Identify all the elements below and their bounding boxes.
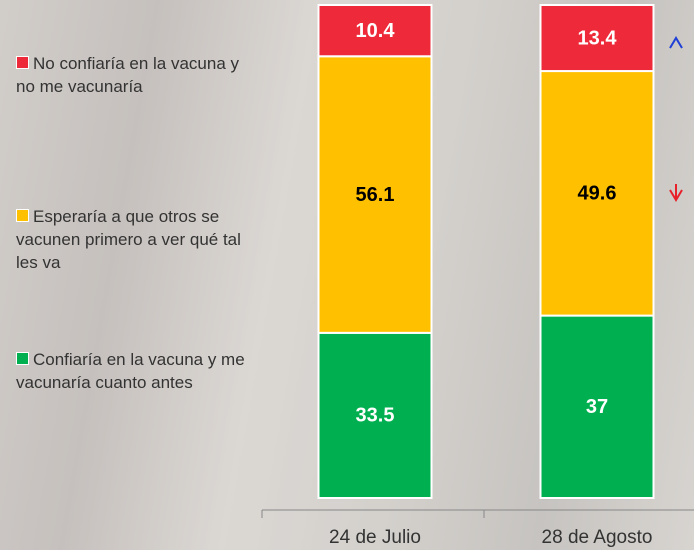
legend-label: No confiaría en la vacuna y no me vacuna…	[16, 54, 239, 96]
value-label: 10.4	[356, 20, 396, 42]
value-label: 33.5	[356, 405, 395, 427]
legend-swatch	[16, 352, 29, 365]
x-tick-label: 24 de Julio	[329, 527, 421, 548]
legend-label: Esperaría a que otros se vacunen primero…	[16, 207, 241, 272]
down-arrow	[670, 184, 682, 200]
legend-swatch	[16, 209, 29, 222]
legend-item: Esperaría a que otros se vacunen primero…	[16, 205, 256, 274]
x-tick-label: 28 de Agosto	[542, 527, 653, 548]
legend-item: Confiaría en la vacuna y me vacunaría cu…	[16, 348, 256, 394]
legend-swatch	[16, 56, 29, 69]
value-label: 13.4	[578, 27, 618, 49]
page: 33.5 56.1 10.4 24 de Julio 37 49.6 13.4 28 de A…	[0, 0, 694, 550]
up-arrow	[670, 38, 682, 48]
value-label: 37	[586, 396, 608, 418]
value-label: 56.1	[356, 184, 395, 206]
value-label: 49.6	[578, 183, 617, 205]
legend-item: No confiaría en la vacuna y no me vacuna…	[16, 52, 256, 98]
legend-label: Confiaría en la vacuna y me vacunaría cu…	[16, 350, 245, 392]
